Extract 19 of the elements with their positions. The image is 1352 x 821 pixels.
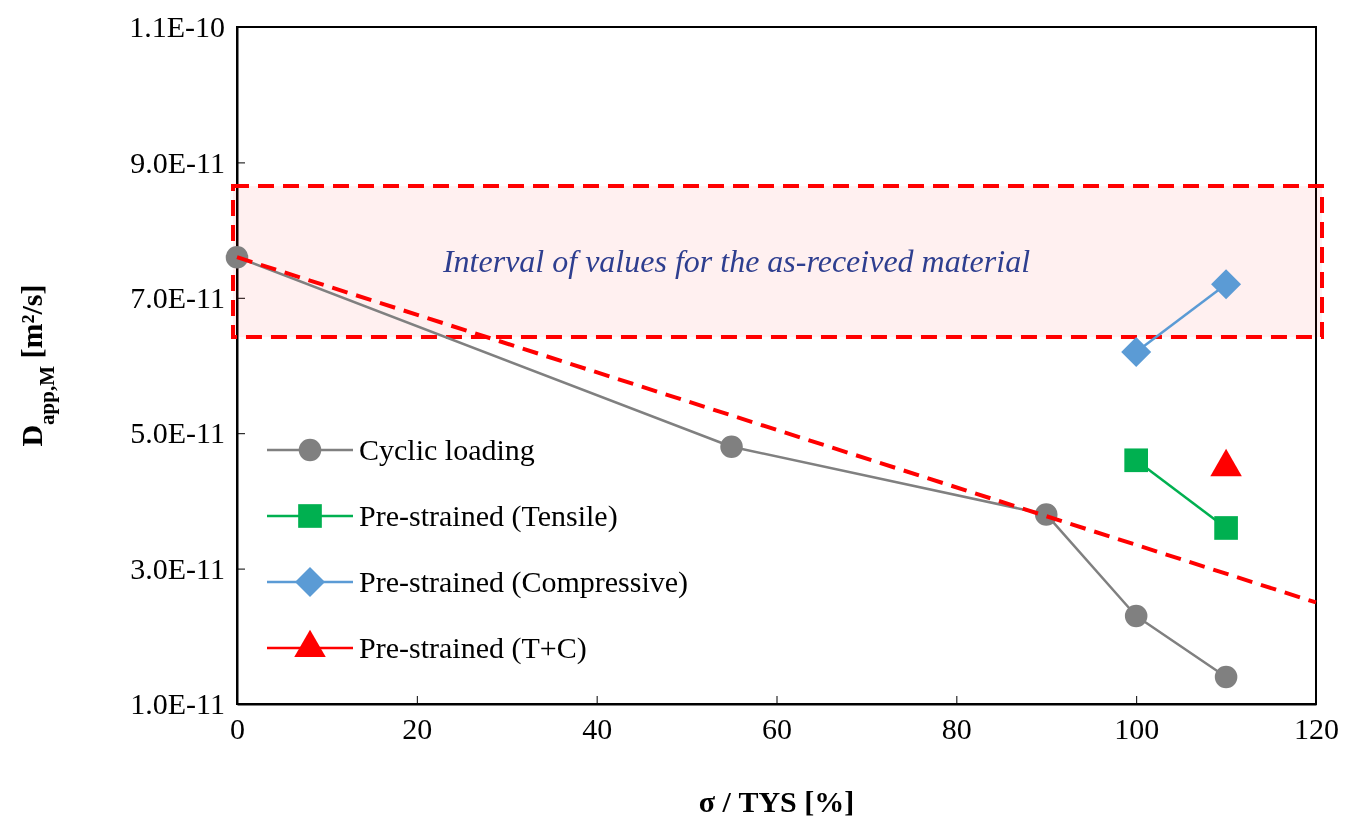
x-tick-label: 0 — [230, 712, 245, 746]
y-tick-label: 1.1E-10 — [129, 10, 225, 44]
x-axis-title: σ / TYS [%] — [698, 785, 855, 818]
legend-label: Cyclic loading — [359, 433, 535, 466]
legend-label: Pre-strained (Compressive) — [359, 565, 689, 599]
legend-label: Pre-strained (Tensile) — [359, 499, 618, 533]
x-tick-label: 120 — [1294, 712, 1339, 746]
y-tick-label: 9.0E-11 — [130, 145, 225, 179]
x-tick-label: 40 — [582, 712, 613, 746]
y-tick-label: 7.0E-11 — [130, 280, 225, 314]
x-tick-label: 80 — [941, 712, 972, 746]
band-label: Interval of values for the as-received material — [441, 242, 1031, 279]
x-tick-label: 100 — [1114, 712, 1160, 746]
legend-label: Pre-strained (T+C) — [359, 631, 587, 665]
x-tick-label: 20 — [402, 712, 433, 746]
y-tick-label: 5.0E-11 — [130, 416, 225, 450]
y-tick-label: 1.0E-11 — [130, 687, 225, 721]
y-tick-label: 3.0E-11 — [130, 551, 225, 585]
x-tick-label: 60 — [762, 712, 792, 746]
